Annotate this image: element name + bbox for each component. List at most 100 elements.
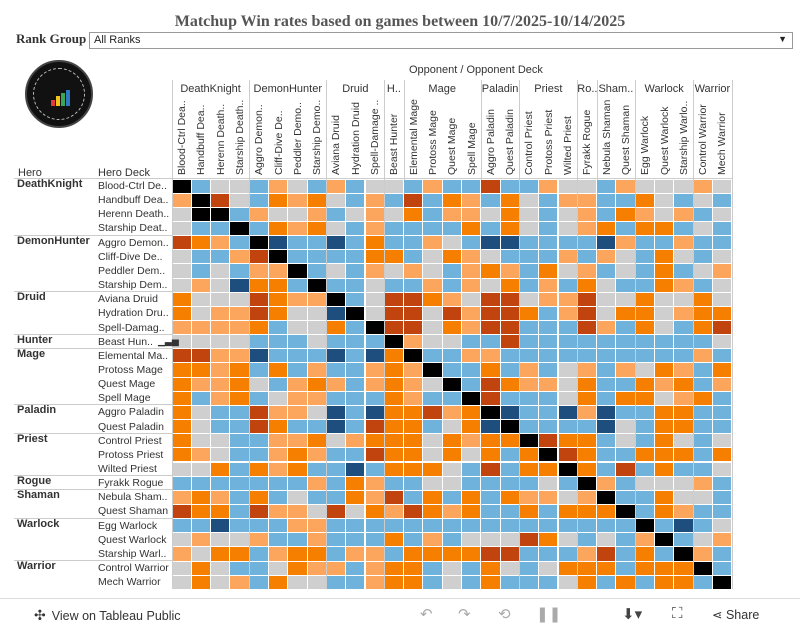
heatmap-cell: [230, 193, 249, 207]
heatmap-cell: [346, 575, 365, 589]
heatmap-cell: [519, 391, 539, 405]
heatmap-cell: [500, 462, 519, 476]
heatmap-cell: [346, 335, 365, 349]
heatmap-cell: [519, 321, 539, 335]
heatmap-cell: [269, 250, 288, 264]
redo-icon[interactable]: ↷: [458, 606, 471, 623]
opponent-deck-label: Starship Death..: [233, 98, 247, 176]
heatmap-cell: [404, 420, 423, 434]
heatmap-cell: [365, 321, 384, 335]
heatmap-cell: [558, 490, 577, 504]
heatmap-cell: [211, 278, 230, 292]
hero-deck-label: Fyrakk Rogue: [98, 477, 164, 490]
heatmap-cell: [597, 236, 616, 250]
heatmap-cell: [346, 221, 365, 236]
pause-icon[interactable]: ❚❚: [536, 606, 562, 623]
heatmap-cell: [269, 292, 288, 306]
heatmap-cell: [288, 519, 307, 533]
heatmap-cell: [519, 292, 539, 306]
heatmap-cell: [577, 264, 597, 278]
heatmap-cell: [655, 306, 674, 320]
revert-icon[interactable]: ⟲: [498, 606, 511, 623]
heatmap-cell: [365, 377, 384, 391]
heatmap-cell: [346, 207, 365, 221]
heatmap-cell: [655, 575, 674, 589]
heatmap-cell: [655, 547, 674, 561]
heatmap-cell: [481, 434, 500, 448]
heatmap-cell: [693, 306, 712, 320]
heatmap-cell: [462, 193, 481, 207]
heatmap-cell: [230, 179, 249, 193]
heatmap-cell: [269, 462, 288, 476]
heatmap-cell: [462, 420, 481, 434]
heatmap-cell: [326, 250, 346, 264]
download-icon[interactable]: ⬇▾: [622, 606, 643, 623]
heatmap-cell: [211, 264, 230, 278]
heatmap-cell: [326, 221, 346, 236]
heatmap-cell: [597, 250, 616, 264]
heatmap-cell: [577, 236, 597, 250]
row-group-divider: [14, 489, 172, 491]
heatmap-cell: [616, 519, 635, 533]
heatmap-cell: [635, 575, 654, 589]
heatmap-cell: [481, 448, 500, 462]
view-on-tableau-link[interactable]: ✣ View on Tableau Public: [34, 607, 181, 624]
row-group-divider: [14, 291, 172, 293]
heatmap-cell: [230, 533, 249, 547]
heatmap-cell: [326, 519, 346, 533]
heatmap-cell: [404, 533, 423, 547]
heatmap-cell: [674, 561, 693, 575]
heatmap-cell: [423, 476, 442, 490]
heatmap-cell: [230, 391, 249, 405]
heatmap-cell: [616, 434, 635, 448]
heatmap-cell: [191, 462, 211, 476]
heatmap-cell: [326, 292, 346, 306]
heatmap-cell: [481, 278, 500, 292]
opponent-deck-label-text: Control Warrior: [697, 104, 710, 175]
heatmap-cell: [191, 349, 211, 363]
heatmap-cell: [462, 179, 481, 193]
heatmap-cell: [442, 335, 461, 349]
hero-deck-label: Spell Mage: [98, 392, 151, 405]
heatmap-cell: [539, 490, 558, 504]
heatmap-cell: [597, 391, 616, 405]
share-button[interactable]: ⋖ Share: [712, 607, 759, 622]
rank-group-select[interactable]: All Ranks ▼: [89, 32, 793, 49]
heatmap-cell: [500, 236, 519, 250]
heatmap-cell: [712, 519, 732, 533]
heatmap-cell: [616, 335, 635, 349]
heatmap-cell: [269, 264, 288, 278]
opponent-deck-label-text: Peddler Demo..: [291, 102, 304, 175]
opponent-deck-label: Aggro Demon..: [252, 98, 266, 176]
heatmap-cell: [326, 504, 346, 519]
hero-deck-label: Protoss Mage: [98, 363, 163, 376]
undo-icon[interactable]: ↶: [420, 606, 433, 623]
heatmap-cell: [346, 434, 365, 448]
heatmap-cell: [365, 420, 384, 434]
heatmap-cell: [462, 462, 481, 476]
heatmap-cell: [307, 292, 326, 306]
hero-deck-label: Starship Warl..: [98, 547, 167, 560]
heatmap-cell: [577, 533, 597, 547]
heatmap-cell: [191, 250, 211, 264]
opponent-deck-label-text: Handbuff Dea..: [195, 104, 208, 175]
heatmap-cell: [481, 264, 500, 278]
heatmap-cell: [693, 349, 712, 363]
fullscreen-icon[interactable]: ⛶: [672, 605, 683, 622]
heatmap-cell: [211, 405, 230, 420]
heatmap-cell: [635, 335, 654, 349]
opponent-deck-label-text: Spell-Damage ..: [369, 99, 381, 175]
chevron-down-icon[interactable]: ▼: [778, 34, 787, 44]
logo-bar: [51, 100, 55, 106]
heatmap-cell: [635, 490, 654, 504]
heatmap-cell: [269, 504, 288, 519]
heatmap-cell: [326, 377, 346, 391]
opponent-class-label: DeathKnight: [180, 83, 241, 95]
heatmap-cell: [655, 221, 674, 236]
heatmap-cell: [442, 533, 461, 547]
heatmap-cell: [346, 377, 365, 391]
heatmap-cell: [558, 476, 577, 490]
heatmap-cell: [577, 575, 597, 589]
row-group-divider: [14, 475, 172, 477]
hero-deck-label: Elemental Ma..: [98, 349, 169, 362]
